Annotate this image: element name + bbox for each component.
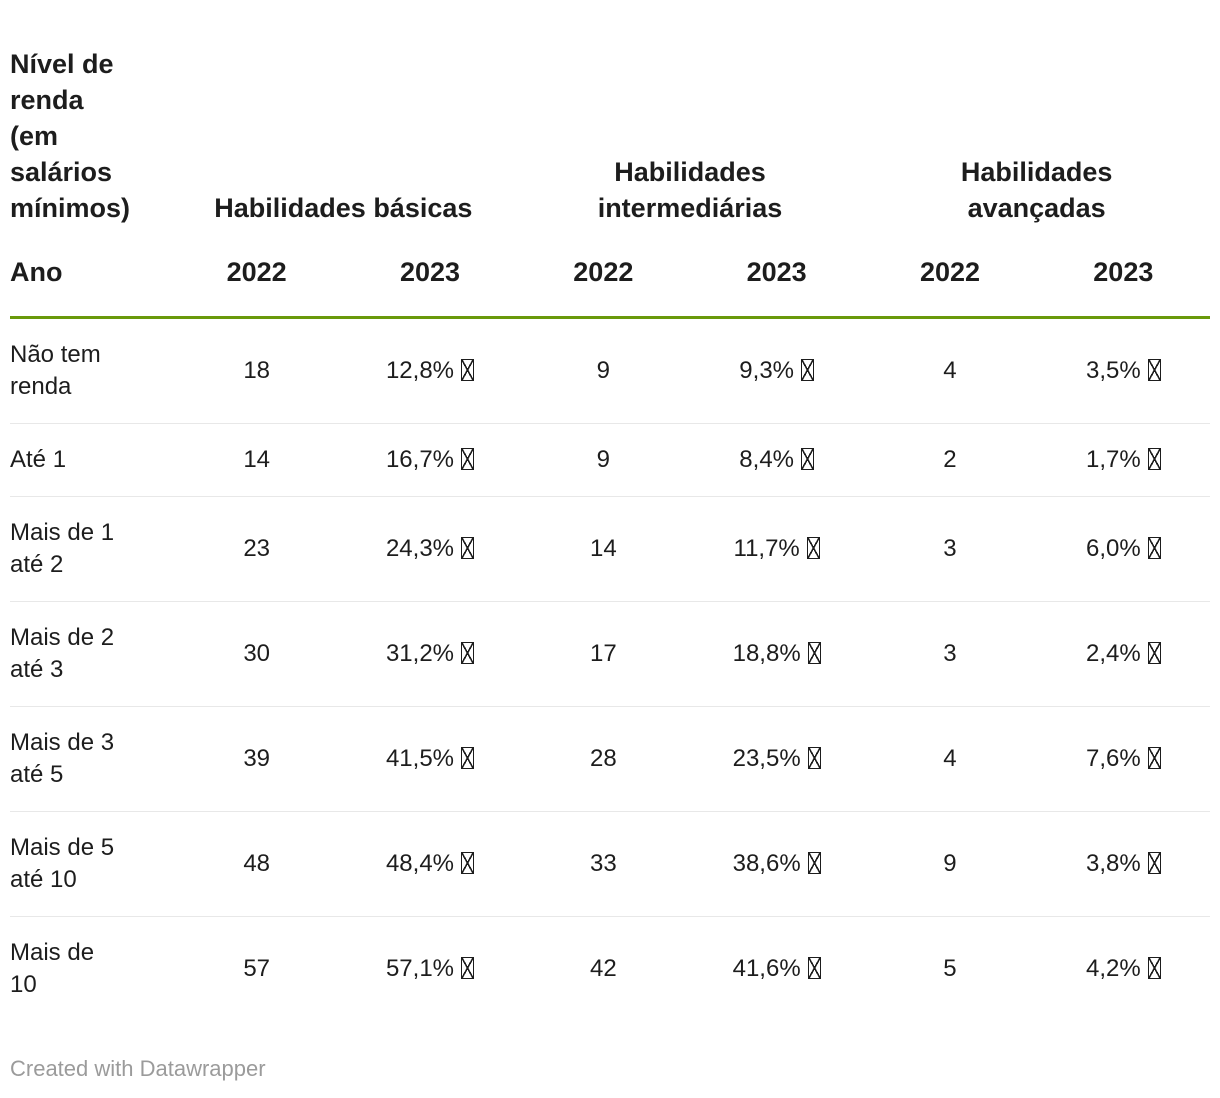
cell-intermediarias-2023: 11,7%	[689, 496, 864, 602]
table-row: Mais de 3 até 5 39 41,5% 28 23,5% 4 7,6%	[10, 706, 1210, 812]
table-row: Mais de 2 até 3 30 31,2% 17 18,8% 3 2,4%	[10, 601, 1210, 707]
cell-intermediarias-2023: 41,6%	[689, 916, 864, 1021]
missing-glyph-icon	[461, 537, 475, 559]
cell-basicas-2023: 24,3%	[343, 496, 517, 602]
cell-avancadas-2023: 6,0%	[1036, 496, 1210, 602]
cell-avancadas-2022: 2	[863, 423, 1037, 497]
row-label: Mais de 1 até 2	[10, 496, 170, 602]
cell-intermediarias-2023: 9,3%	[690, 318, 863, 424]
cell-basicas-2022: 39	[170, 706, 344, 812]
cell-intermediarias-2022: 9	[596, 357, 610, 384]
cell-avancadas-2022: 5	[863, 916, 1037, 1021]
col-header-intermediarias-2023: 2023	[689, 238, 864, 319]
missing-glyph-icon	[1147, 852, 1161, 874]
cell-basicas-2022: 30	[170, 601, 344, 707]
year-header-row: Ano 2022 2023 2022 2023 2022 2023	[10, 238, 1210, 319]
table-row: Mais de 1 até 2 23 24,3% 14 11,7% 3 6,0%	[10, 496, 1210, 602]
missing-glyph-icon	[1147, 448, 1161, 470]
cell-basicas-2023: 57,1%	[343, 916, 517, 1021]
cell-intermediarias-2022: 42	[516, 916, 690, 1021]
cell-avancadas-2022: 4	[943, 357, 957, 384]
cell-avancadas-2022: 3	[863, 601, 1037, 707]
datawrapper-attribution-link[interactable]: Created with Datawrapper	[10, 1056, 266, 1081]
row-label: Até 1	[10, 423, 170, 497]
table-body: Não tem renda 18 12,8% 9 9,3% 4 3,5% Até…	[10, 318, 1210, 1021]
missing-glyph-icon	[461, 448, 475, 470]
group-header-row: Nível de renda (em salários mínimos) Hab…	[10, 30, 1210, 238]
cell-basicas-2023: 12,8%	[343, 318, 516, 424]
cell-basicas-2023: 31,2%	[343, 601, 517, 707]
cell-intermediarias-2022: 9	[516, 423, 690, 497]
cell-intermediarias-2022: 33	[516, 811, 690, 917]
table-row: Não tem renda 18 12,8% 9 9,3% 4 3,5%	[10, 318, 1210, 424]
income-skills-table: Nível de renda (em salários mínimos) Hab…	[10, 30, 1210, 1021]
missing-glyph-icon	[1147, 537, 1161, 559]
col-header-basicas-2022: 2022	[170, 238, 344, 319]
cell-avancadas-2022: 3	[863, 496, 1037, 602]
cell-basicas-2022: 18	[243, 357, 271, 384]
missing-glyph-icon	[1147, 957, 1161, 979]
group-header-avancadas: Habilidades avançadas	[960, 157, 1113, 223]
missing-glyph-icon	[461, 642, 475, 664]
col-header-basicas-2023: 2023	[343, 238, 517, 319]
cell-basicas-2023: 41,5%	[343, 706, 517, 812]
cell-intermediarias-2022: 14	[516, 496, 690, 602]
row-label: Não tem renda	[10, 341, 101, 400]
cell-basicas-2023: 48,4%	[343, 811, 517, 917]
missing-glyph-icon	[801, 448, 814, 470]
table-header: Nível de renda (em salários mínimos) Hab…	[10, 30, 1210, 319]
group-header-basicas: Habilidades básicas	[214, 193, 473, 223]
missing-glyph-icon	[461, 359, 475, 381]
cell-intermediarias-2022: 17	[516, 601, 690, 707]
cell-avancadas-2022: 4	[863, 706, 1037, 812]
table-row: Mais de 5 até 10 48 48,4% 33 38,6% 9 3,8…	[10, 811, 1210, 917]
cell-basicas-2023: 16,7%	[343, 423, 517, 497]
cell-basicas-2022: 48	[170, 811, 344, 917]
missing-glyph-icon	[461, 957, 475, 979]
cell-intermediarias-2023: 8,4%	[689, 423, 864, 497]
col-header-avancadas-2022: 2022	[863, 238, 1037, 319]
row-label: Mais de 2 até 3	[10, 601, 170, 707]
cell-intermediarias-2022: 28	[516, 706, 690, 812]
table-row: Mais de 10 57 57,1% 42 41,6% 5 4,2%	[10, 916, 1210, 1021]
cell-avancadas-2023: 3,5%	[1037, 318, 1210, 424]
row-label: Mais de 5 até 10	[10, 811, 170, 917]
missing-glyph-icon	[807, 957, 821, 979]
missing-glyph-icon	[807, 642, 821, 664]
year-label-header: Ano	[10, 238, 170, 319]
cell-intermediarias-2023: 38,6%	[689, 811, 864, 917]
row-label: Mais de 10	[10, 916, 170, 1021]
corner-title: Nível de renda (em salários mínimos)	[10, 49, 131, 223]
missing-glyph-icon	[807, 747, 821, 769]
cell-avancadas-2023: 4,2%	[1036, 916, 1210, 1021]
cell-intermediarias-2023: 23,5%	[689, 706, 864, 812]
missing-glyph-icon	[1147, 642, 1161, 664]
missing-glyph-icon	[461, 747, 475, 769]
cell-intermediarias-2023: 18,8%	[689, 601, 864, 707]
cell-avancadas-2023: 1,7%	[1036, 423, 1210, 497]
cell-avancadas-2022: 9	[863, 811, 1037, 917]
cell-avancadas-2023: 7,6%	[1036, 706, 1210, 812]
missing-glyph-icon	[806, 537, 820, 559]
missing-glyph-icon	[807, 852, 821, 874]
table-row: Até 1 14 16,7% 9 8,4% 2 1,7%	[10, 423, 1210, 497]
cell-basicas-2022: 57	[170, 916, 344, 1021]
col-header-avancadas-2023: 2023	[1036, 238, 1210, 319]
group-header-intermediarias: Habilidades intermediárias	[597, 157, 783, 223]
cell-avancadas-2023: 2,4%	[1036, 601, 1210, 707]
missing-glyph-icon	[1147, 747, 1161, 769]
row-label: Mais de 3 até 5	[10, 706, 170, 812]
cell-basicas-2022: 14	[170, 423, 344, 497]
missing-glyph-icon	[801, 359, 814, 381]
cell-avancadas-2023: 3,8%	[1036, 811, 1210, 917]
cell-basicas-2022: 23	[170, 496, 344, 602]
missing-glyph-icon	[1147, 359, 1161, 381]
col-header-intermediarias-2022: 2022	[516, 238, 690, 319]
missing-glyph-icon	[461, 852, 475, 874]
